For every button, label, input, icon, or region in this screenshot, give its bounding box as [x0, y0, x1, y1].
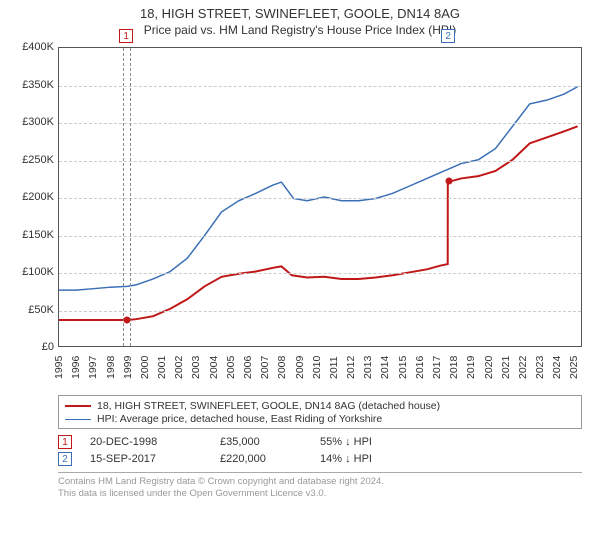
y-axis-label: £300K: [10, 116, 54, 128]
sale-delta: 55% ↓ HPI: [320, 436, 372, 448]
sale-marker: 2: [441, 29, 455, 43]
title-address: 18, HIGH STREET, SWINEFLEET, GOOLE, DN14…: [10, 6, 590, 21]
sale-dot: [124, 316, 131, 323]
sale-date: 15-SEP-2017: [90, 453, 220, 465]
sale-price: £220,000: [220, 453, 320, 465]
x-axis-label: 2001: [156, 356, 168, 379]
x-axis-label: 2006: [242, 356, 254, 379]
x-axis-label: 2005: [225, 356, 237, 379]
legend-swatch: [65, 405, 91, 407]
x-axis-label: 2007: [259, 356, 271, 379]
x-axis-label: 2003: [190, 356, 202, 379]
x-axis-label: 2015: [397, 356, 409, 379]
legend-label: HPI: Average price, detached house, East…: [97, 413, 382, 425]
x-axis-label: 1996: [70, 356, 82, 379]
x-axis-label: 2011: [328, 356, 340, 379]
series-line: [59, 87, 578, 290]
footer-line2: This data is licensed under the Open Gov…: [58, 488, 582, 500]
gridline: [59, 161, 581, 162]
series-line: [59, 126, 578, 320]
x-axis-label: 2004: [208, 356, 220, 379]
sale-row: 1 20-DEC-1998£35,00055% ↓ HPI: [58, 435, 582, 449]
gridline: [59, 198, 581, 199]
y-axis-label: £400K: [10, 41, 54, 53]
gridline: [59, 273, 581, 274]
footer: Contains HM Land Registry data © Crown c…: [58, 472, 582, 500]
sale-delta: 14% ↓ HPI: [320, 453, 372, 465]
x-axis-label: 2009: [294, 356, 306, 379]
legend-swatch: [65, 419, 91, 420]
x-axis-label: 2010: [311, 356, 323, 379]
series-svg: [59, 48, 581, 346]
x-axis-label: 2022: [517, 356, 529, 379]
sale-index: 2: [58, 452, 72, 466]
x-axis-label: 2023: [534, 356, 546, 379]
gridline: [59, 236, 581, 237]
y-axis-label: £200K: [10, 191, 54, 203]
sale-dot: [446, 178, 453, 185]
y-axis-label: £100K: [10, 266, 54, 278]
gridline: [59, 311, 581, 312]
sale-band: [123, 48, 132, 346]
y-axis-label: £50K: [10, 304, 54, 316]
x-axis-label: 1995: [53, 356, 65, 379]
chart-container: 18, HIGH STREET, SWINEFLEET, GOOLE, DN14…: [0, 0, 600, 504]
x-axis-label: 2002: [173, 356, 185, 379]
x-axis-label: 1999: [122, 356, 134, 379]
x-axis-label: 2000: [139, 356, 151, 379]
footer-line1: Contains HM Land Registry data © Crown c…: [58, 476, 582, 488]
x-axis-label: 2017: [431, 356, 443, 379]
gridline: [59, 86, 581, 87]
y-axis-label: £0: [10, 341, 54, 353]
y-axis-label: £250K: [10, 154, 54, 166]
title-subtitle: Price paid vs. HM Land Registry's House …: [10, 23, 590, 37]
plot: [58, 47, 582, 347]
x-axis-label: 2013: [362, 356, 374, 379]
legend-label: 18, HIGH STREET, SWINEFLEET, GOOLE, DN14…: [97, 400, 440, 412]
x-axis-label: 2012: [345, 356, 357, 379]
x-axis-label: 2016: [414, 356, 426, 379]
titles: 18, HIGH STREET, SWINEFLEET, GOOLE, DN14…: [10, 6, 590, 37]
y-axis-label: £350K: [10, 79, 54, 91]
x-axis-label: 2008: [276, 356, 288, 379]
x-axis-label: 2018: [448, 356, 460, 379]
legend-row: 18, HIGH STREET, SWINEFLEET, GOOLE, DN14…: [65, 400, 575, 412]
x-axis-label: 2020: [483, 356, 495, 379]
x-axis-label: 2021: [500, 356, 512, 379]
gridline: [59, 123, 581, 124]
x-axis-label: 2019: [465, 356, 477, 379]
sales-table: 1 20-DEC-1998£35,00055% ↓ HPI 2 15-SEP-2017…: [58, 435, 582, 466]
sale-row: 2 15-SEP-2017£220,00014% ↓ HPI: [58, 452, 582, 466]
sale-index: 1: [58, 435, 72, 449]
legend-row: HPI: Average price, detached house, East…: [65, 413, 575, 425]
x-axis-label: 2025: [568, 356, 580, 379]
x-axis-label: 2024: [551, 356, 563, 379]
x-axis-label: 1997: [87, 356, 99, 379]
sale-marker: 1: [119, 29, 133, 43]
sale-date: 20-DEC-1998: [90, 436, 220, 448]
x-axis-label: 2014: [379, 356, 391, 379]
chart-area: £0 £50K £100K £150K £200K £250K £300K £350K £400…: [10, 41, 590, 391]
footer-wrap: Contains HM Land Registry data © Crown c…: [58, 472, 582, 500]
legend-box: 18, HIGH STREET, SWINEFLEET, GOOLE, DN14…: [58, 395, 582, 429]
sale-price: £35,000: [220, 436, 320, 448]
y-axis-label: £150K: [10, 229, 54, 241]
x-axis-label: 1998: [105, 356, 117, 379]
